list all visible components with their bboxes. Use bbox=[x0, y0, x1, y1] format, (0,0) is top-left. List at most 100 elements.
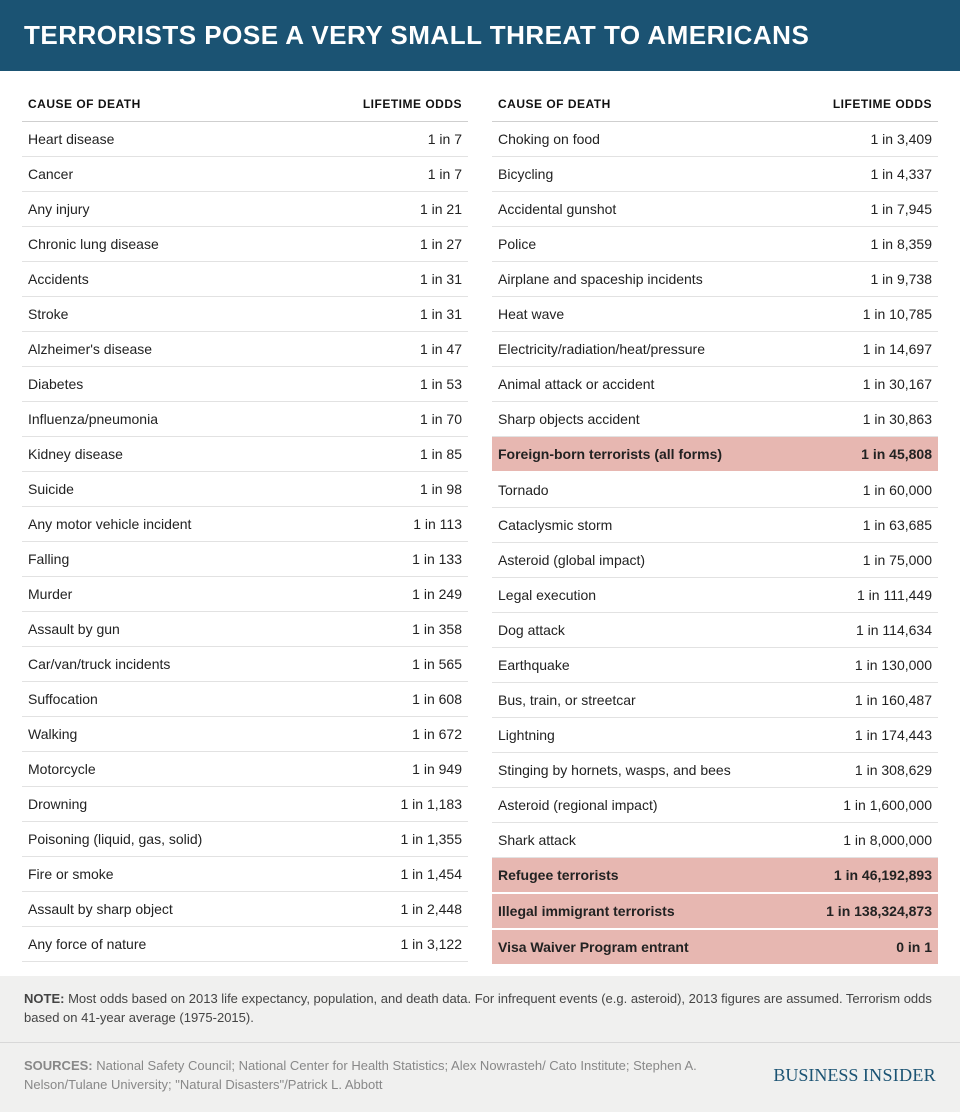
table-row: Diabetes1 in 53 bbox=[22, 367, 468, 402]
tables-container: CAUSE OF DEATH LIFETIME ODDS Heart disea… bbox=[0, 71, 960, 976]
odds-cell: 1 in 4,337 bbox=[793, 157, 938, 192]
odds-cell: 1 in 160,487 bbox=[793, 683, 938, 718]
cause-cell: Stroke bbox=[22, 297, 301, 332]
odds-cell: 1 in 1,355 bbox=[301, 822, 468, 857]
cause-cell: Heart disease bbox=[22, 122, 301, 157]
table-row: Any force of nature1 in 3,122 bbox=[22, 927, 468, 962]
odds-cell: 1 in 70 bbox=[301, 402, 468, 437]
col-header-cause: CAUSE OF DEATH bbox=[22, 89, 301, 122]
table-row: Walking1 in 672 bbox=[22, 717, 468, 752]
table-row: Illegal immigrant terrorists1 in 138,324… bbox=[492, 893, 938, 929]
cause-cell: Kidney disease bbox=[22, 437, 301, 472]
cause-cell: Murder bbox=[22, 577, 301, 612]
table-row: Fire or smoke1 in 1,454 bbox=[22, 857, 468, 892]
table-row: Sharp objects accident1 in 30,863 bbox=[492, 402, 938, 437]
odds-cell: 1 in 133 bbox=[301, 542, 468, 577]
table-row: Lightning1 in 174,443 bbox=[492, 718, 938, 753]
odds-cell: 1 in 1,454 bbox=[301, 857, 468, 892]
odds-cell: 1 in 8,359 bbox=[793, 227, 938, 262]
cause-cell: Walking bbox=[22, 717, 301, 752]
odds-cell: 1 in 46,192,893 bbox=[793, 858, 938, 894]
table-row: Accidents1 in 31 bbox=[22, 262, 468, 297]
cause-cell: Animal attack or accident bbox=[492, 367, 793, 402]
table-row: Airplane and spaceship incidents1 in 9,7… bbox=[492, 262, 938, 297]
cause-cell: Police bbox=[492, 227, 793, 262]
table-row: Heart disease1 in 7 bbox=[22, 122, 468, 157]
table-row: Tornado1 in 60,000 bbox=[492, 472, 938, 508]
table-row: Foreign-born terrorists (all forms)1 in … bbox=[492, 437, 938, 473]
odds-cell: 1 in 21 bbox=[301, 192, 468, 227]
cause-cell: Legal execution bbox=[492, 578, 793, 613]
odds-cell: 1 in 75,000 bbox=[793, 543, 938, 578]
cause-cell: Cataclysmic storm bbox=[492, 508, 793, 543]
table-row: Stinging by hornets, wasps, and bees1 in… bbox=[492, 753, 938, 788]
odds-cell: 1 in 7 bbox=[301, 122, 468, 157]
table-row: Police1 in 8,359 bbox=[492, 227, 938, 262]
odds-cell: 1 in 111,449 bbox=[793, 578, 938, 613]
cause-cell: Lightning bbox=[492, 718, 793, 753]
odds-cell: 1 in 113 bbox=[301, 507, 468, 542]
cause-cell: Car/van/truck incidents bbox=[22, 647, 301, 682]
col-header-odds: LIFETIME ODDS bbox=[793, 89, 938, 122]
cause-cell: Poisoning (liquid, gas, solid) bbox=[22, 822, 301, 857]
table-row: Dog attack1 in 114,634 bbox=[492, 613, 938, 648]
odds-cell: 1 in 30,167 bbox=[793, 367, 938, 402]
cause-cell: Foreign-born terrorists (all forms) bbox=[492, 437, 793, 473]
note-text: Most odds based on 2013 life expectancy,… bbox=[24, 991, 932, 1025]
sources-block: SOURCES: National Safety Council; Nation… bbox=[0, 1043, 960, 1112]
table-row: Any injury1 in 21 bbox=[22, 192, 468, 227]
cause-cell: Drowning bbox=[22, 787, 301, 822]
table-row: Refugee terrorists1 in 46,192,893 bbox=[492, 858, 938, 894]
cause-cell: Motorcycle bbox=[22, 752, 301, 787]
odds-cell: 1 in 114,634 bbox=[793, 613, 938, 648]
odds-cell: 1 in 9,738 bbox=[793, 262, 938, 297]
table-row: Car/van/truck incidents1 in 565 bbox=[22, 647, 468, 682]
cause-cell: Shark attack bbox=[492, 823, 793, 858]
cause-cell: Chronic lung disease bbox=[22, 227, 301, 262]
cause-cell: Diabetes bbox=[22, 367, 301, 402]
odds-cell: 1 in 949 bbox=[301, 752, 468, 787]
note-label: NOTE: bbox=[24, 991, 64, 1006]
odds-cell: 1 in 174,443 bbox=[793, 718, 938, 753]
col-header-odds: LIFETIME ODDS bbox=[301, 89, 468, 122]
cause-cell: Bicycling bbox=[492, 157, 793, 192]
odds-cell: 1 in 60,000 bbox=[793, 472, 938, 508]
table-row: Suffocation1 in 608 bbox=[22, 682, 468, 717]
brand-logo: BUSINESS INSIDER bbox=[773, 1065, 936, 1086]
cause-cell: Refugee terrorists bbox=[492, 858, 793, 894]
table-row: Shark attack1 in 8,000,000 bbox=[492, 823, 938, 858]
col-header-cause: CAUSE OF DEATH bbox=[492, 89, 793, 122]
odds-cell: 1 in 1,183 bbox=[301, 787, 468, 822]
cause-cell: Influenza/pneumonia bbox=[22, 402, 301, 437]
cause-cell: Assault by sharp object bbox=[22, 892, 301, 927]
cause-cell: Suffocation bbox=[22, 682, 301, 717]
odds-cell: 1 in 3,122 bbox=[301, 927, 468, 962]
table-row: Motorcycle1 in 949 bbox=[22, 752, 468, 787]
odds-cell: 1 in 2,448 bbox=[301, 892, 468, 927]
right-column: CAUSE OF DEATH LIFETIME ODDS Choking on … bbox=[492, 89, 938, 966]
cause-cell: Any injury bbox=[22, 192, 301, 227]
table-row: Murder1 in 249 bbox=[22, 577, 468, 612]
table-row: Asteroid (global impact)1 in 75,000 bbox=[492, 543, 938, 578]
cause-cell: Bus, train, or streetcar bbox=[492, 683, 793, 718]
table-row: Choking on food1 in 3,409 bbox=[492, 122, 938, 157]
odds-cell: 1 in 308,629 bbox=[793, 753, 938, 788]
cause-cell: Dog attack bbox=[492, 613, 793, 648]
odds-cell: 1 in 85 bbox=[301, 437, 468, 472]
cause-cell: Accidental gunshot bbox=[492, 192, 793, 227]
odds-cell: 1 in 249 bbox=[301, 577, 468, 612]
table-row: Chronic lung disease1 in 27 bbox=[22, 227, 468, 262]
odds-cell: 1 in 30,863 bbox=[793, 402, 938, 437]
cause-cell: Cancer bbox=[22, 157, 301, 192]
table-row: Kidney disease1 in 85 bbox=[22, 437, 468, 472]
odds-cell: 1 in 7,945 bbox=[793, 192, 938, 227]
cause-cell: Falling bbox=[22, 542, 301, 577]
odds-cell: 1 in 565 bbox=[301, 647, 468, 682]
cause-cell: Fire or smoke bbox=[22, 857, 301, 892]
table-row: Animal attack or accident1 in 30,167 bbox=[492, 367, 938, 402]
table-row: Bus, train, or streetcar1 in 160,487 bbox=[492, 683, 938, 718]
odds-cell: 1 in 130,000 bbox=[793, 648, 938, 683]
odds-cell: 1 in 45,808 bbox=[793, 437, 938, 473]
cause-cell: Any motor vehicle incident bbox=[22, 507, 301, 542]
brand-word-1: BUSINESS bbox=[773, 1065, 858, 1085]
